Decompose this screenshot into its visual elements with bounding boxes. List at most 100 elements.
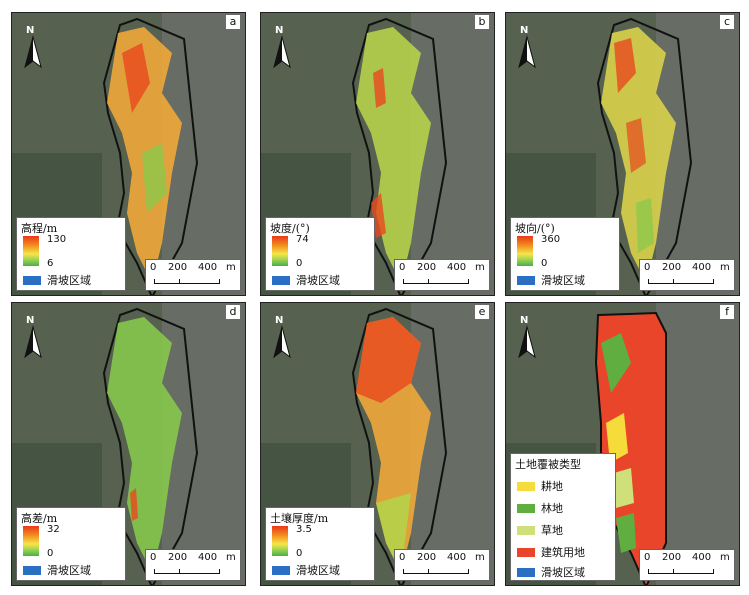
class-swatch-grassland [517,526,535,535]
scale-unit: m [226,552,236,563]
scale-bar: 0 200 400 m [145,259,241,291]
north-label: N [275,25,284,36]
scale-tick-400: 400 [447,262,467,273]
legend-title: 坡向/(°) [515,222,555,235]
ramp-max-label: 3.5 [296,524,312,535]
landslide-swatch [23,276,41,285]
ramp-min-label: 0 [541,258,548,269]
scale-line [648,569,714,574]
class-label-built-up: 建筑用地 [541,546,585,559]
north-label: N [275,315,284,326]
scale-mid-tick [179,569,180,574]
study-area-boundary [351,17,448,295]
class-swatch-built-up [517,548,535,557]
panel-letter: a [226,15,240,29]
land-cover-legend: 土地覆被类型 耕地 林地 草地 建筑用地 滑坡区域 [510,453,616,581]
legend-title: 高差/m [21,512,58,525]
panel-letter: b [475,15,489,29]
scale-tick-200: 200 [168,262,188,273]
scale-bar: 0 200 400 m [639,549,735,581]
surface-overlay [107,317,182,573]
panel-letter: f [720,305,734,319]
north-arrow-icon [518,325,536,359]
map-panel-a: a N 高程/m 130 6 滑坡区域 0 200 400 m [11,12,246,296]
north-label: N [520,315,529,326]
scale-mid-tick [428,569,429,574]
ramp-max-label: 130 [47,234,67,245]
ramp-min-label: 0 [47,548,54,559]
scale-line [648,279,714,284]
legend-title: 坡度/(°) [270,222,310,235]
landslide-label: 滑坡区域 [296,564,340,577]
landslide-label: 滑坡区域 [47,564,91,577]
ramp-min-label: 0 [296,548,303,559]
scale-tick-400: 400 [692,552,712,563]
ramp-min-label: 0 [296,258,303,269]
scale-tick-0: 0 [399,262,406,273]
map-panel-d: d N 高差/m 32 0 滑坡区域 0 200 400 m [11,302,246,586]
scale-unit: m [720,262,730,273]
legend: 坡向/(°) 360 0 滑坡区域 [510,217,620,291]
study-area-boundary [102,307,199,585]
scale-tick-0: 0 [399,552,406,563]
map-panel-b: b N 坡度/(°) 74 0 滑坡区域 0 200 400 m [260,12,495,296]
color-ramp [23,526,39,556]
panel-letter: d [226,305,240,319]
ramp-max-label: 32 [47,524,60,535]
scale-bar: 0 200 400 m [394,259,490,291]
map-panel-e: e N 土壤厚度/m 3.5 0 滑坡区域 0 200 400 m [260,302,495,586]
scale-tick-200: 200 [417,262,437,273]
panel-letter: c [720,15,734,29]
scale-unit: m [475,262,485,273]
scale-tick-200: 200 [417,552,437,563]
color-ramp [23,236,39,266]
scale-tick-0: 0 [644,552,651,563]
landslide-swatch [517,276,535,285]
scale-line [154,569,220,574]
scale-tick-0: 0 [644,262,651,273]
ramp-min-label: 6 [47,258,54,269]
legend-title: 土壤厚度/m [270,512,329,525]
landslide-swatch [272,276,290,285]
class-label-grassland: 草地 [541,524,563,537]
north-arrow-icon [24,325,42,359]
landslide-label: 滑坡区域 [47,274,91,287]
north-label: N [520,25,529,36]
landslide-label: 滑坡区域 [296,274,340,287]
scale-line [154,279,220,284]
scale-bar: 0 200 400 m [145,549,241,581]
scale-tick-200: 200 [662,262,682,273]
ramp-max-label: 74 [296,234,309,245]
scale-tick-400: 400 [692,262,712,273]
study-area-boundary [351,307,448,585]
color-ramp [272,236,288,266]
study-area-boundary [596,17,693,295]
class-swatch-landslide [517,568,535,577]
class-label-landslide: 滑坡区域 [541,566,585,579]
scale-mid-tick [673,569,674,574]
north-arrow-icon [518,35,536,69]
scale-line [403,279,469,284]
legend: 土壤厚度/m 3.5 0 滑坡区域 [265,507,375,581]
class-swatch-forest [517,504,535,513]
landslide-swatch [23,566,41,575]
scale-unit: m [720,552,730,563]
scale-tick-200: 200 [168,552,188,563]
scale-tick-400: 400 [447,552,467,563]
north-arrow-icon [24,35,42,69]
color-ramp [272,526,288,556]
ramp-max-label: 360 [541,234,561,245]
class-label-forest: 林地 [541,502,563,515]
legend: 高程/m 130 6 滑坡区域 [16,217,126,291]
scale-tick-200: 200 [662,552,682,563]
satellite-imagery [12,13,245,295]
scale-line [403,569,469,574]
scale-tick-0: 0 [150,552,157,563]
class-swatch-cropland [517,482,535,491]
scale-tick-400: 400 [198,552,218,563]
scale-mid-tick [673,279,674,284]
legend: 坡度/(°) 74 0 滑坡区域 [265,217,375,291]
study-area-boundary [102,17,199,295]
panel-letter: e [475,305,489,319]
legend-title: 土地覆被类型 [515,458,581,471]
